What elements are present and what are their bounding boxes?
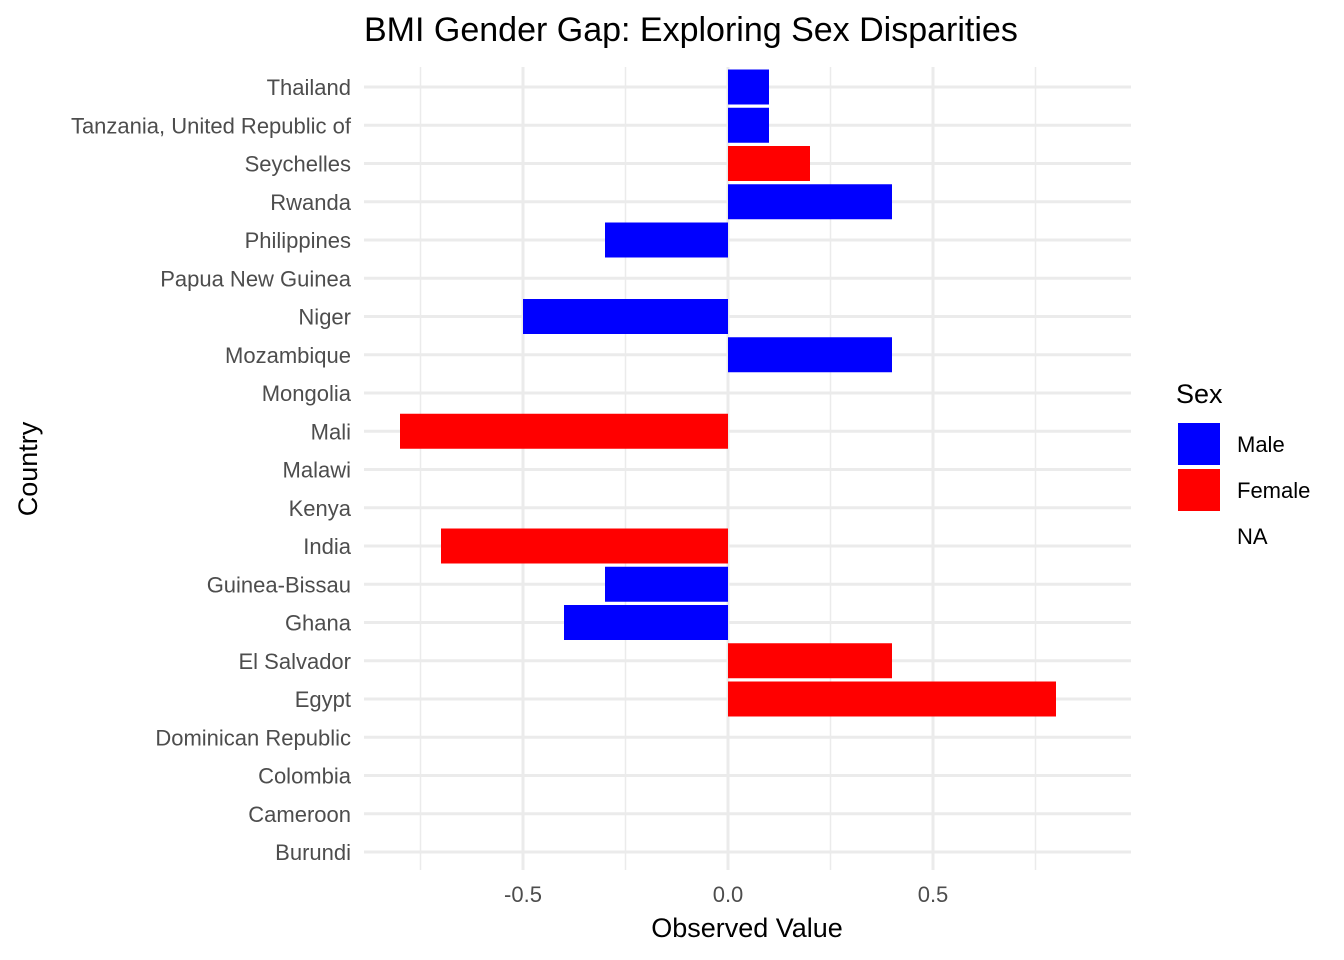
chart-title: BMI Gender Gap: Exploring Sex Disparitie… — [364, 11, 1018, 49]
x-tick-label: 0.0 — [713, 882, 744, 907]
y-tick-label: Burundi — [275, 840, 351, 865]
legend-label-na: NA — [1237, 524, 1268, 549]
legend-label-female: Female — [1237, 478, 1310, 503]
bar-thailand — [728, 69, 769, 105]
legend: Sex Male Female NA — [1176, 379, 1310, 549]
y-tick-label: Mongolia — [262, 381, 352, 406]
bar-india — [441, 528, 728, 564]
bar-mali — [400, 413, 728, 449]
bars — [400, 69, 1056, 717]
y-tick-label: Kenya — [289, 496, 352, 521]
x-axis-title: Observed Value — [651, 913, 843, 943]
y-tick-label: El Salvador — [238, 649, 351, 674]
x-tick-label: 0.5 — [918, 882, 949, 907]
bar-niger — [523, 299, 728, 334]
bar-ghana — [564, 605, 728, 640]
bar-el-salvador — [728, 643, 892, 679]
y-tick-label: Guinea-Bissau — [207, 572, 351, 597]
legend-title: Sex — [1176, 379, 1223, 409]
bar-philippines — [605, 222, 728, 258]
y-tick-label: Papua New Guinea — [160, 266, 352, 291]
bar-tanzania-united-republic-of — [728, 107, 769, 143]
bar-mozambique — [728, 337, 892, 373]
x-axis-tick-labels: -0.5 0.0 0.5 — [504, 882, 948, 907]
y-tick-label: Seychelles — [245, 152, 351, 177]
bar-guinea-bissau — [605, 566, 728, 602]
y-tick-label: Egypt — [295, 687, 351, 712]
y-tick-label: Mozambique — [225, 343, 351, 368]
bar-egypt — [728, 681, 1056, 717]
legend-entries: Male Female NA — [1178, 423, 1310, 549]
bar-rwanda — [728, 184, 892, 220]
y-tick-label: Philippines — [245, 228, 351, 253]
bar-seychelles — [728, 146, 810, 181]
y-tick-label: Rwanda — [270, 190, 351, 215]
y-tick-label: Malawi — [283, 458, 351, 483]
legend-label-male: Male — [1237, 432, 1285, 457]
legend-key-male — [1178, 423, 1220, 465]
y-tick-label: Colombia — [258, 764, 352, 789]
x-tick-label: -0.5 — [504, 882, 542, 907]
y-axis-tick-labels: Thailand Tanzania, United Republic of Seyc… — [71, 75, 352, 865]
y-tick-label: Thailand — [267, 75, 351, 100]
y-axis-title: Country — [13, 421, 43, 516]
y-tick-label: Mali — [311, 419, 351, 444]
y-tick-label: Niger — [298, 305, 351, 330]
legend-key-female — [1178, 469, 1220, 511]
y-tick-label: Tanzania, United Republic of — [71, 113, 352, 138]
y-tick-label: Cameroon — [248, 802, 351, 827]
y-tick-label: India — [303, 534, 351, 559]
y-tick-label: Dominican Republic — [155, 725, 351, 750]
y-tick-label: Ghana — [285, 611, 352, 636]
